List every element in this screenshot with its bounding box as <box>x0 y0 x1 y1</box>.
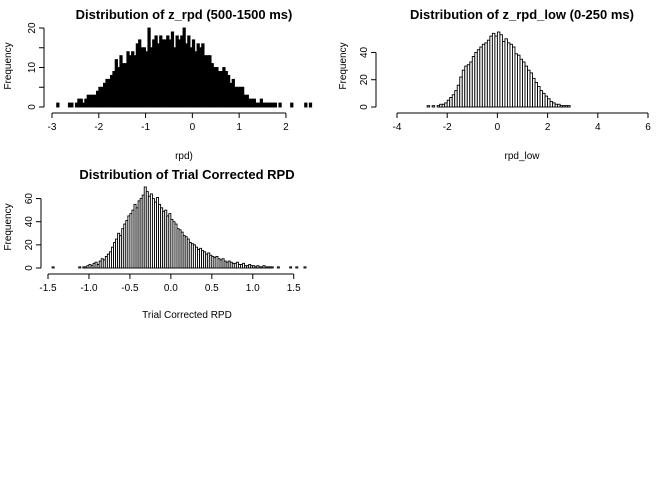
x-tick-label: 0.0 <box>164 283 178 294</box>
histogram-bar <box>78 266 82 269</box>
histogram-bar <box>289 266 293 269</box>
x-tick-label: -1.5 <box>39 283 57 294</box>
x-tick-label: -1 <box>141 122 150 133</box>
histogram-bar <box>308 102 313 108</box>
y-axis-label: Frequency <box>3 42 14 89</box>
x-axis-label: rpd) <box>175 151 193 162</box>
y-axis-label: Frequency <box>3 203 14 250</box>
x-tick-label: 1.5 <box>287 283 301 294</box>
y-tick-label: 0 <box>27 104 38 110</box>
histogram-bar <box>290 102 294 108</box>
chart-title: Distribution of z_rpd (500-1500 ms) <box>76 7 293 22</box>
x-tick-label: 0 <box>495 122 501 133</box>
x-tick-label: 0 <box>190 122 196 133</box>
chart-title: Distribution of z_rpd_low (0-250 ms) <box>410 7 634 22</box>
histogram-bar <box>51 266 55 269</box>
histogram-bar <box>426 105 431 108</box>
x-tick-label: 0.5 <box>205 283 219 294</box>
y-tick-label: 20 <box>359 74 370 86</box>
histogram-bar <box>304 102 308 108</box>
x-tick-label: -2 <box>94 122 103 133</box>
y-tick-label: 0 <box>24 265 35 271</box>
histogram-z-rpd-low: Distribution of z_rpd_low (0-250 ms) rpd… <box>338 7 651 162</box>
histogram-bar <box>273 102 278 108</box>
x-tick-label: -4 <box>393 122 402 133</box>
histogram-bar <box>567 105 571 108</box>
histogram-z-rpd: Distribution of z_rpd (500-1500 ms) rpd)… <box>3 7 313 162</box>
x-tick-label: 1 <box>236 122 242 133</box>
histogram-bar <box>56 102 60 108</box>
x-tick-label: 6 <box>645 122 651 133</box>
histogram-bar <box>431 105 436 108</box>
y-tick-label: 40 <box>359 46 370 58</box>
histogram-bar <box>278 102 282 108</box>
y-tick-label: 20 <box>24 239 35 251</box>
x-tick-label: -1.0 <box>80 283 98 294</box>
histogram-bar <box>276 266 280 269</box>
x-tick-label: 2 <box>283 122 289 133</box>
histogram-bar <box>270 266 274 269</box>
y-axis-label: Frequency <box>338 42 349 89</box>
x-tick-label: 4 <box>595 122 601 133</box>
histogram-bar <box>70 102 74 108</box>
x-axis-label: Trial Corrected RPD <box>142 310 232 321</box>
histogram-trial-corrected-rpd: Distribution of Trial Corrected RPD Tria… <box>3 167 307 321</box>
x-axis-label: rpd_low <box>504 151 540 162</box>
x-tick-label: 2 <box>545 122 551 133</box>
x-tick-label: 1.0 <box>246 283 260 294</box>
chart-title: Distribution of Trial Corrected RPD <box>79 167 294 182</box>
y-tick-label: 60 <box>24 193 35 205</box>
y-tick-label: 10 <box>27 62 38 74</box>
histogram-bar <box>295 266 299 269</box>
x-tick-label: -0.5 <box>121 283 139 294</box>
x-tick-label: -3 <box>48 122 57 133</box>
y-tick-label: 20 <box>27 22 38 34</box>
y-tick-label: 40 <box>24 216 35 228</box>
histogram-bar <box>303 266 307 269</box>
x-tick-label: -2 <box>443 122 452 133</box>
y-tick-label: 0 <box>359 104 370 110</box>
